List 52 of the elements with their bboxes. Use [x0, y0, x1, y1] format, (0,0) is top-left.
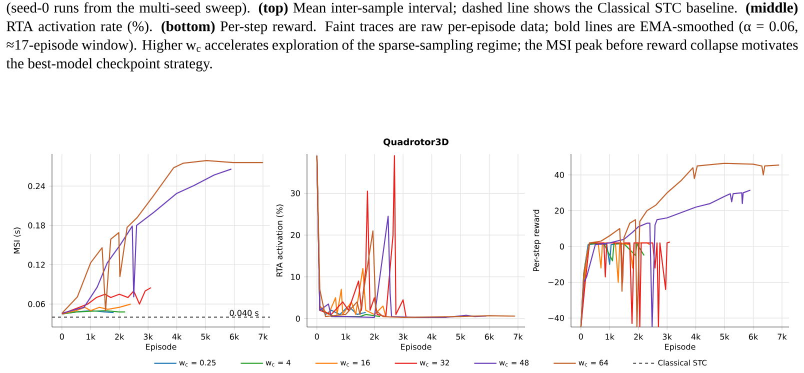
y-tick-label: 0: [296, 316, 300, 322]
y-tick-label: −20: [548, 279, 564, 286]
y-tick-label: 10: [291, 274, 300, 280]
x-tick-label: 5k: [456, 334, 466, 340]
line-series: [61, 287, 152, 314]
x-axis-title: Episode: [401, 344, 432, 352]
x-tick-label: 2k: [634, 334, 644, 340]
x-tick-label: 2k: [370, 334, 380, 340]
x-tick-label: 3k: [662, 334, 672, 340]
x-tick-label: 6k: [484, 334, 494, 340]
x-tick-label: 5k: [201, 334, 210, 340]
line-series: [580, 190, 751, 327]
x-tick-label: 1k: [342, 334, 350, 340]
x-tick-label: 0: [60, 334, 64, 340]
x-tick-label: 5k: [720, 334, 730, 340]
x-tick-label: 3k: [144, 334, 153, 340]
chart-title: Quadrotor3D: [384, 138, 448, 146]
y-tick-label: 0: [560, 243, 564, 250]
x-tick-label: 4k: [427, 334, 437, 340]
x-tick-label: 1k: [86, 334, 96, 340]
y-tick-label: 20: [554, 208, 564, 214]
annotation: 0.040 s: [230, 310, 258, 316]
y-tick-label: 40: [554, 172, 564, 178]
y-axis-title: RTA activation (%): [276, 204, 284, 276]
y-axis-title: MSI (s): [14, 228, 21, 254]
x-tick-label: 7k: [778, 334, 787, 340]
x-tick-label: 7k: [258, 334, 268, 340]
y-tick-label: 0.24: [28, 183, 46, 190]
line-series: [580, 241, 670, 327]
y-tick-label: 0.12: [28, 262, 45, 268]
y-tick-label: −40: [548, 315, 564, 322]
x-tick-label: 4k: [691, 334, 701, 340]
x-axis-title: Episode: [146, 344, 176, 352]
x-tick-label: 4k: [172, 334, 182, 340]
x-tick-label: 6k: [748, 334, 758, 340]
x-tick-label: 0: [314, 334, 319, 340]
x-tick-label: 0: [578, 334, 583, 340]
line-series: [61, 304, 132, 314]
line-series: [580, 162, 780, 327]
x-tick-label: 1k: [606, 334, 614, 340]
x-tick-label: 2k: [115, 334, 124, 340]
y-axis-title: Per-step reward: [532, 210, 541, 272]
y-tick-label: 0.18: [28, 222, 45, 228]
x-tick-label: 6k: [230, 334, 240, 340]
y-tick-label: 30: [290, 190, 300, 196]
x-tick-label: 7k: [514, 334, 523, 340]
y-tick-label: 20: [290, 232, 300, 238]
line-series: [61, 160, 264, 314]
text: (seed-0 runs from the multi-seed sweep). (top) Mean inter-sample interval; dashed line shows the Classical STC baseline. (middle) RTA activation rate (%). (bottom) Per-step reward. Faint traces are raw per-episode data; bold lines are EMA-smoothed (α = 0.06, ≈17-episode window). Higher w$_{c}$ accelerates exploration of the sparse-sampling regime; the MSI peak before reward collapse motivates the best-model checkpoint strategy.: [6, 2, 798, 72]
x-axis-title: Episode: [665, 344, 696, 352]
x-tick-label: 3k: [398, 334, 408, 340]
y-tick-label: 0.06: [28, 301, 45, 308]
